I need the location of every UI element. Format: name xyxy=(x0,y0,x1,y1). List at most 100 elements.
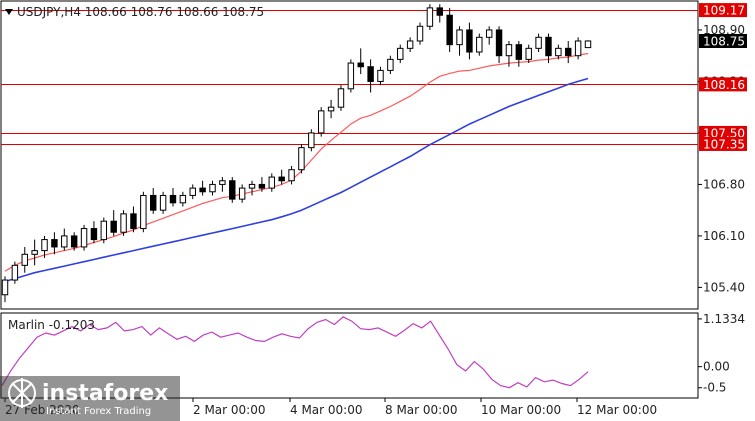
candle xyxy=(41,235,48,258)
candle xyxy=(545,33,552,64)
candle-body xyxy=(238,187,246,200)
indicator-tick-label: 0.00 xyxy=(703,360,730,374)
candle-body xyxy=(347,62,355,90)
candle-body xyxy=(308,132,315,149)
candle-body xyxy=(219,180,226,185)
candle-body xyxy=(199,187,206,193)
candle-body xyxy=(120,213,127,233)
candle-body xyxy=(446,14,453,46)
candle xyxy=(189,184,196,200)
time-tick-label: 4 Mar 00:00 xyxy=(290,403,363,417)
candle-body xyxy=(110,220,117,233)
dropdown-triangle-icon[interactable] xyxy=(5,9,13,15)
candle-body xyxy=(298,147,305,171)
candle-body xyxy=(169,194,177,204)
candle xyxy=(288,166,295,185)
candle-body xyxy=(525,47,532,60)
candle xyxy=(140,191,147,233)
candle-body xyxy=(258,183,266,189)
candle xyxy=(90,221,98,244)
candle xyxy=(357,48,364,75)
candle-body xyxy=(90,228,98,241)
candle xyxy=(377,66,384,86)
candle-body xyxy=(31,250,38,255)
candle xyxy=(80,224,88,251)
symbol-header: USDJPY,H4 108.66 108.76 108.66 108.75 xyxy=(17,5,264,19)
candle xyxy=(337,85,345,111)
candle-body xyxy=(41,239,48,252)
candle-body xyxy=(268,176,276,189)
candle xyxy=(416,22,424,45)
candle-body xyxy=(357,62,364,68)
candle-body xyxy=(476,36,483,53)
candle-body xyxy=(209,183,216,193)
candle xyxy=(61,228,68,251)
candle xyxy=(476,33,483,56)
watermark: instaforex Instant Forex Trading xyxy=(0,376,180,421)
candle-body xyxy=(100,220,108,241)
candle-body xyxy=(377,69,384,82)
level-price-tag: 107.35 xyxy=(703,137,745,151)
level-price-tag-bg xyxy=(699,77,747,92)
candle xyxy=(268,173,276,192)
candle-body xyxy=(150,194,157,211)
oscillator xyxy=(1,316,589,389)
candle-body xyxy=(229,180,236,200)
candle xyxy=(495,26,503,64)
price-tick-label: 106.80 xyxy=(703,177,745,191)
ma-slow-line xyxy=(4,77,589,283)
level-price-tag: 108.16 xyxy=(703,78,745,92)
level-price-tag: 109.17 xyxy=(703,4,745,18)
candle xyxy=(485,26,493,45)
candle xyxy=(110,210,117,236)
price-tick-label: 105.40 xyxy=(703,280,745,294)
candle-body xyxy=(466,29,473,53)
candle xyxy=(367,59,374,93)
candle xyxy=(130,206,137,233)
candle-body xyxy=(140,194,147,230)
candle xyxy=(555,44,562,60)
indicator-tick-label: -0.5 xyxy=(703,381,726,395)
time-tick-label: 10 Mar 00:00 xyxy=(481,403,561,417)
level-price-tag: 107.50 xyxy=(703,126,745,140)
candle-body xyxy=(485,29,493,38)
candle-body xyxy=(51,239,58,248)
candle-body xyxy=(545,36,552,57)
candle xyxy=(21,246,28,273)
candle-body xyxy=(327,106,335,112)
indicator-axis: 1.1334 0.00 -0.5 xyxy=(698,312,745,395)
candle xyxy=(31,239,38,266)
candle-body xyxy=(584,40,592,49)
candle xyxy=(219,177,226,192)
candle-body xyxy=(565,47,572,57)
candle-body xyxy=(426,7,434,27)
candle-body xyxy=(278,176,285,182)
current-price-tag-bg xyxy=(699,33,747,48)
candle-body xyxy=(70,235,78,248)
indicator-tick-label: 1.1334 xyxy=(703,312,745,326)
candle xyxy=(347,59,355,93)
candle-body xyxy=(130,213,137,230)
indicator-label: Marlin -0.1203 xyxy=(8,318,95,332)
level-price-tag-bg xyxy=(699,136,747,151)
candle xyxy=(426,4,434,30)
candle xyxy=(248,180,256,196)
candle xyxy=(535,33,542,53)
candle-body xyxy=(159,194,167,211)
candle xyxy=(574,37,582,60)
candle-body xyxy=(80,228,88,248)
candle xyxy=(258,177,266,192)
candle xyxy=(11,261,19,284)
candle xyxy=(466,22,473,60)
candle-body xyxy=(317,110,325,134)
candle-body xyxy=(505,44,513,57)
candle xyxy=(100,217,108,244)
candle xyxy=(278,169,285,185)
candle-body xyxy=(436,7,443,16)
candle xyxy=(397,44,404,64)
candle xyxy=(565,40,572,64)
price-pane xyxy=(0,0,699,310)
